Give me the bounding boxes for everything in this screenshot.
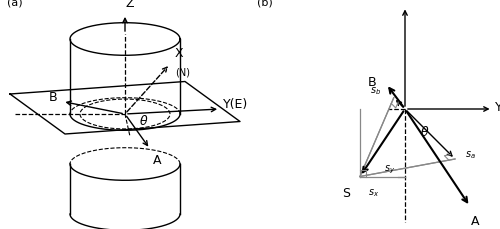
Text: Y: Y (495, 101, 500, 114)
Text: A: A (152, 153, 161, 166)
Text: $s_y$: $s_y$ (384, 163, 395, 175)
Text: (b): (b) (258, 0, 273, 8)
Text: A: A (471, 214, 479, 227)
Text: $\theta$: $\theta$ (420, 124, 430, 138)
Text: $s_b$: $s_b$ (370, 85, 382, 97)
Text: $s_x$: $s_x$ (368, 187, 378, 199)
Text: Z: Z (126, 0, 134, 10)
Text: $\theta$: $\theta$ (139, 114, 148, 128)
Text: X: X (175, 47, 184, 60)
Text: B: B (49, 91, 58, 104)
Text: $s_a$: $s_a$ (465, 148, 476, 160)
Text: B: B (368, 76, 376, 89)
Text: (a): (a) (8, 0, 23, 8)
Text: S: S (342, 187, 350, 200)
Text: (N): (N) (175, 67, 190, 77)
Text: Y(E): Y(E) (222, 98, 248, 111)
